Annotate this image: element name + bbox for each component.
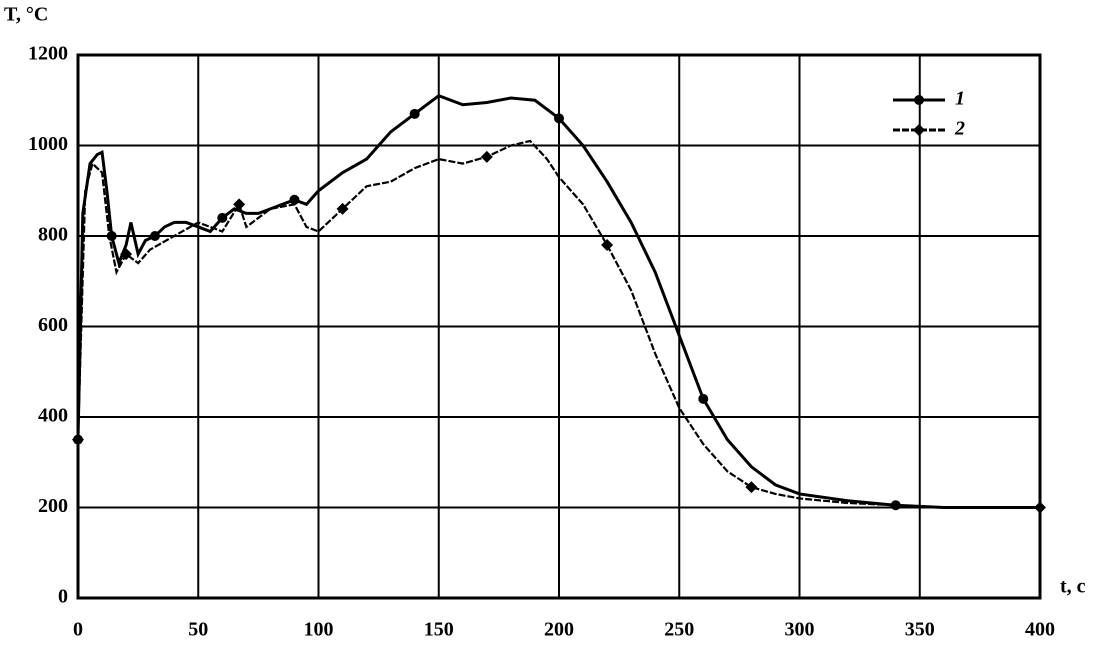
x-tick-label: 100 — [304, 619, 334, 641]
plot-frame — [76, 53, 1042, 600]
x-tick-label: 250 — [664, 619, 694, 641]
data-line — [76, 139, 1040, 509]
marker — [289, 194, 300, 205]
marker — [149, 231, 160, 241]
legend-marker — [913, 124, 925, 136]
x-axis-label: t, c — [1060, 576, 1086, 598]
x-tick-label: 0 — [73, 619, 83, 641]
y-tick-label: 400 — [38, 405, 68, 427]
x-tick-label: 400 — [1025, 619, 1055, 641]
marker — [745, 481, 758, 494]
legend-label: 1 — [955, 88, 965, 110]
y-tick-label: 1000 — [28, 133, 68, 155]
y-axis-label: T, °C — [4, 4, 48, 26]
x-tick-label: 150 — [424, 619, 454, 641]
y-tick-label: 200 — [38, 495, 68, 517]
marker — [120, 248, 133, 261]
legend-label: 2 — [954, 118, 965, 140]
marker — [601, 239, 614, 252]
marker — [698, 393, 709, 404]
marker — [480, 150, 493, 163]
marker — [336, 202, 349, 215]
marker — [554, 113, 564, 124]
x-tick-label: 300 — [785, 619, 815, 641]
marker — [233, 198, 246, 211]
marker — [217, 212, 228, 223]
x-tick-label: 350 — [905, 619, 935, 641]
data-line — [76, 94, 1040, 509]
x-tick-label: 200 — [544, 619, 574, 641]
legend-marker — [914, 95, 924, 105]
marker — [1034, 501, 1046, 514]
y-tick-label: 800 — [38, 224, 68, 246]
marker — [72, 433, 84, 446]
y-tick-label: 600 — [38, 314, 68, 336]
y-tick-label: 0 — [58, 586, 68, 608]
y-tick-label: 1200 — [28, 43, 68, 65]
x-tick-label: 50 — [188, 619, 208, 641]
marker — [409, 108, 420, 119]
